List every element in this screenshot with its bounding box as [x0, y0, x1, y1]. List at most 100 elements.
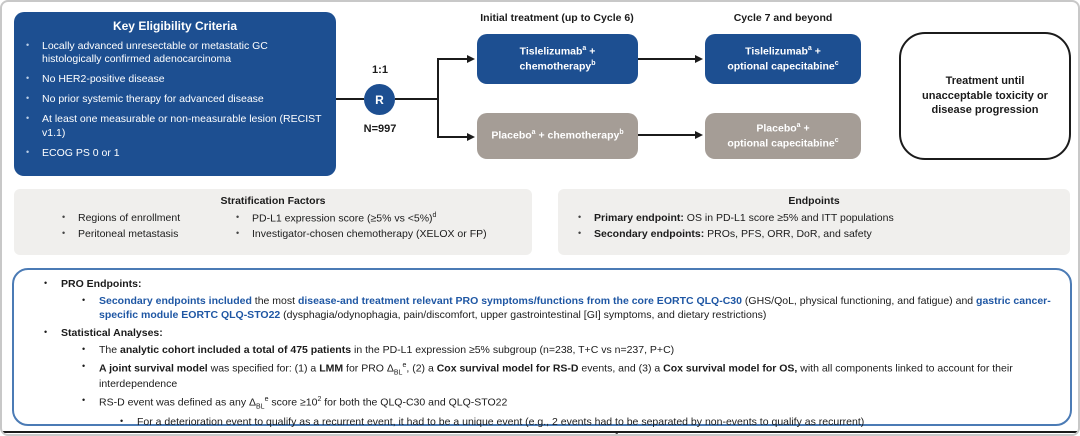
stratification-item: • PD-L1 expression score (≥5% vs <5%)d — [236, 211, 487, 227]
secondary-endpoint-item: • Secondary endpoints: PROs, PFS, ORR, Do… — [578, 227, 1070, 243]
pro-seg: (dysphagia/odynophagia, pain/discomfort,… — [280, 309, 767, 322]
footnote-marker: c — [834, 137, 839, 144]
footnote-marker: 2 — [317, 396, 322, 404]
stat-analysis-row-2: • A joint survival model was specified f… — [82, 361, 1058, 392]
enrollment-count: N=997 — [363, 123, 397, 135]
pro-seg: the most — [251, 295, 298, 308]
primary-endpoint-value: OS in PD-L1 score ≥5% and ITT population… — [683, 212, 894, 224]
footnote-marker: e — [264, 396, 269, 404]
stratification-item: • Investigator-chosen chemotherapy (XELOX… — [236, 227, 487, 243]
stat-analysis-text: Model and parameter convergence were eva… — [99, 433, 658, 434]
eligibility-item-text: No prior systemic therapy for advanced d… — [42, 93, 264, 106]
bullet-icon: • — [62, 227, 66, 238]
eligibility-item-text: ECOG PS 0 or 1 — [42, 146, 120, 159]
stat-seg: Cox survival model for OS, — [663, 362, 798, 375]
rhat-symbol: R̂ — [612, 433, 620, 434]
arrow-icon — [695, 130, 703, 139]
stat-analysis-row-4: • Model and parameter convergence were e… — [82, 433, 1058, 434]
endpoints-band: Endpoints • Primary endpoint: OS in PD-L1… — [558, 189, 1070, 255]
pro-seg: disease-and treatment relevant PRO sympt… — [297, 295, 742, 308]
bullet-icon: • — [578, 212, 582, 222]
stat-seg: for PRO Δ — [343, 362, 394, 375]
eligibility-list: • Locally advanced unresectable or metast… — [26, 40, 324, 160]
treatment-continuation-box: Treatment until unacceptable toxicity or… — [899, 32, 1071, 160]
footnote-marker: d — [432, 212, 437, 219]
stratification-item-text: Regions of enrollment — [78, 212, 181, 224]
stat-seg: Model and parameter convergence were eva… — [99, 433, 612, 434]
footnote-marker: b — [619, 129, 624, 137]
stat-seg: statistic — [620, 433, 658, 434]
footnote-marker: c — [834, 60, 839, 67]
footnote-marker: e — [402, 362, 407, 370]
bullet-icon: • — [236, 212, 240, 222]
randomization-circle: R — [364, 84, 395, 115]
bullet-icon: • — [26, 40, 30, 50]
stat-seg: was specified for: (1) a — [207, 362, 320, 375]
connector-line — [437, 58, 439, 138]
connector-line — [437, 136, 468, 138]
footnote-marker: a — [807, 44, 812, 52]
footnote-marker: b — [591, 60, 596, 67]
stat-seg: A joint survival model — [99, 362, 208, 375]
arm-tislelizumab-chemo: Tislelizumaba + chemotherapyb — [477, 34, 638, 84]
bullet-icon: • — [82, 295, 86, 306]
arm-label: chemotherapy — [519, 60, 592, 73]
connector-line — [638, 58, 696, 60]
bullet-icon: • — [578, 227, 582, 238]
pro-endpoints-heading: PRO Endpoints: — [61, 278, 142, 290]
bullet-icon: • — [236, 228, 240, 239]
connector-line — [336, 98, 364, 100]
stratification-item-text: PD-L1 expression score (≥5% vs <5%) — [252, 212, 433, 225]
statistical-analyses-heading: Statistical Analyses: — [61, 326, 163, 339]
stat-seg: in the PD-L1 expression ≥5% subgroup (n=… — [351, 343, 675, 356]
subscript-bl: BL — [393, 369, 403, 377]
pro-endpoints-heading-row: • PRO Endpoints: — [44, 278, 1058, 292]
bullet-icon: • — [82, 433, 90, 434]
arm-label: + — [811, 45, 821, 58]
connector-line — [395, 98, 439, 100]
statistical-analyses-heading-row: • Statistical Analyses: — [44, 327, 1058, 341]
stat-seg: with all components linked to account fo… — [99, 362, 1013, 391]
stratification-item-text: Investigator-chosen chemotherapy (XELOX … — [252, 228, 487, 241]
secondary-endpoint-value: PROs, PFS, ORR, DoR, and safety — [704, 227, 872, 240]
pro-endpoints-detail-row: • Secondary endpoints included the most … — [82, 295, 1058, 323]
bullet-icon: • — [26, 113, 30, 124]
stratification-item-text: Peritoneal metastasis — [78, 227, 179, 240]
bullet-icon: • — [82, 343, 86, 354]
arm-label: Tislelizumab — [745, 45, 808, 58]
bullet-icon: • — [44, 326, 48, 337]
randomization-ratio: 1:1 — [372, 64, 388, 76]
stat-seg: RS-D event was defined as any Δ — [99, 396, 257, 409]
pro-seg: gastric cancer-specific module EORTC QLQ… — [99, 295, 1051, 322]
arrow-icon — [695, 54, 703, 63]
stat-seg: LMM — [319, 362, 344, 375]
primary-endpoint-label: Primary endpoint: — [594, 212, 684, 224]
pro-seg: (GHS/QoL, physical functioning, and fati… — [741, 295, 977, 308]
cycle7-header: Cycle 7 and beyond — [733, 12, 833, 24]
stat-seg: score ≥10 — [268, 396, 318, 409]
stat-analysis-text: The analytic cohort included a total of … — [99, 344, 674, 358]
eligibility-item-text: Locally advanced unresectable or metasta… — [42, 40, 268, 66]
footnote-marker: a — [531, 129, 536, 137]
bottom-divider — [2, 430, 1078, 433]
arm-label: optional capecitabine — [727, 137, 835, 150]
bullet-icon: • — [44, 278, 48, 288]
bullet-icon: • — [62, 212, 66, 222]
bullet-icon: • — [26, 93, 30, 104]
continuation-text: Treatment until unacceptable toxicity or… — [922, 74, 1048, 117]
stat-seg: , (2) a — [406, 362, 437, 375]
stratification-title: Stratification Factors — [220, 195, 326, 207]
stat-analysis-text: RS-D event was defined as any ΔBLe score… — [99, 395, 507, 412]
arm-tislelizumab-capecitabine: Tislelizumaba + optional capecitabinec — [705, 34, 861, 84]
stratification-col2: • PD-L1 expression score (≥5% vs <5%)d • I… — [236, 211, 487, 243]
arm-label: chemotherapy — [547, 129, 620, 142]
stratification-item: • Regions of enrollment — [62, 211, 180, 227]
pro-seg: Secondary endpoints included — [99, 295, 252, 308]
eligibility-item: • No prior systemic therapy for advanced … — [26, 93, 324, 106]
pro-endpoints-detail: Secondary endpoints included the most di… — [99, 295, 1058, 323]
arm-placebo-capecitabine: Placeboa + optional capecitabinec — [705, 113, 861, 159]
eligibility-item: • ECOG PS 0 or 1 — [26, 147, 324, 160]
stat-analysis-row-3-sub: • For a deterioration event to qualify a… — [120, 416, 1058, 430]
stat-seg: The — [99, 343, 121, 356]
